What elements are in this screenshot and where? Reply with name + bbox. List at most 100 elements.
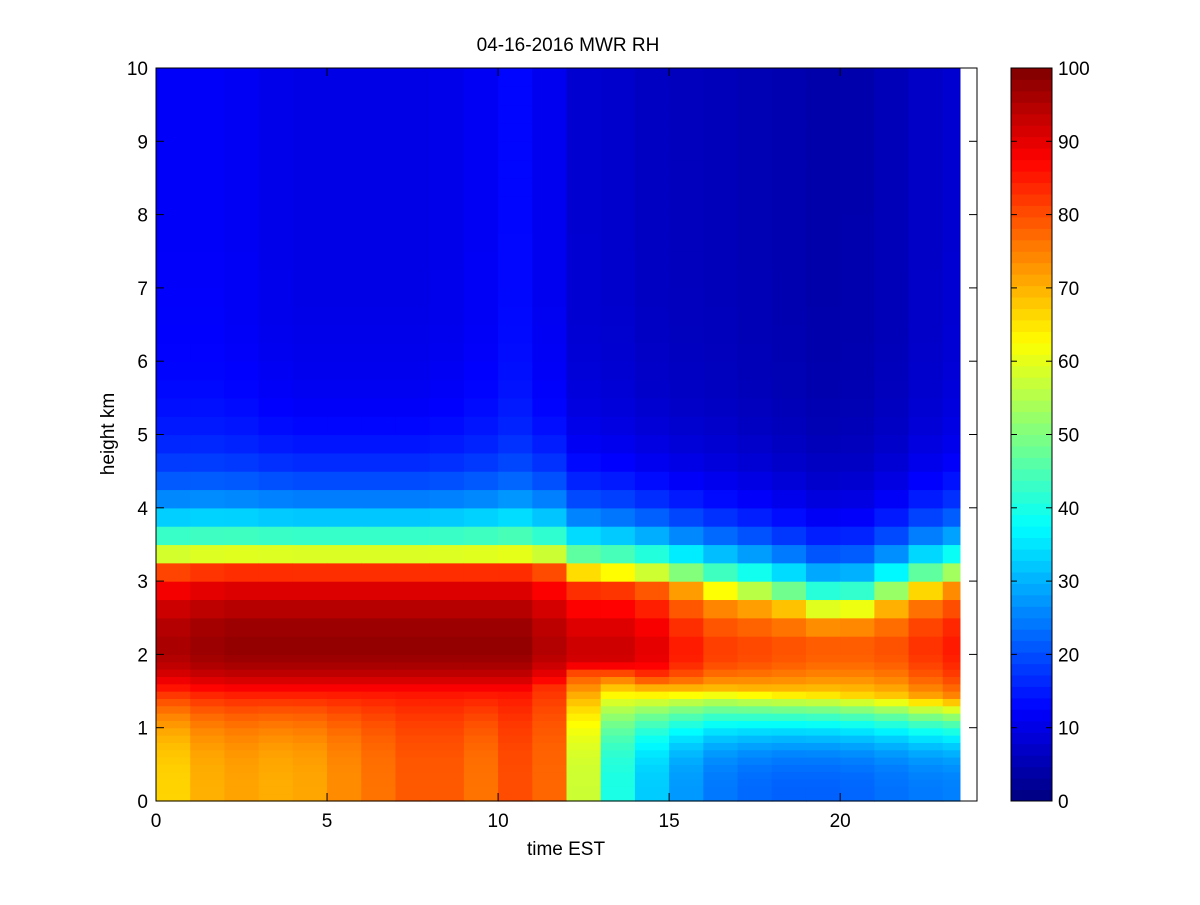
heatmap-cell <box>395 342 431 362</box>
heatmap-cell <box>463 720 499 729</box>
heatmap-cell <box>156 526 191 546</box>
heatmap-cell <box>874 764 910 773</box>
heatmap-cell <box>532 617 568 637</box>
heatmap-cell <box>224 691 260 699</box>
heatmap-cell <box>224 617 260 637</box>
heatmap-cell <box>292 489 328 509</box>
heatmap-cell <box>805 104 841 124</box>
heatmap-cell <box>429 676 465 685</box>
heatmap-cell <box>258 698 294 707</box>
heatmap-cell <box>908 306 944 326</box>
heatmap-cell <box>224 727 260 736</box>
heatmap-cell <box>908 214 944 234</box>
heatmap-cell <box>805 713 841 721</box>
heatmap-cell <box>634 636 670 655</box>
heatmap-cell <box>874 654 910 663</box>
heatmap-cell <box>190 214 226 234</box>
heatmap-cell <box>498 757 533 765</box>
heatmap-cell <box>258 683 294 692</box>
heatmap-cell <box>395 617 431 637</box>
heatmap-cell <box>634 104 670 124</box>
heatmap-cell <box>703 232 739 252</box>
colorbar-tick-label: 0 <box>1058 792 1069 813</box>
heatmap-cell <box>840 742 875 751</box>
heatmap-cell <box>463 141 499 161</box>
heatmap-cell <box>703 786 739 795</box>
colorbar-swatch <box>1011 159 1052 172</box>
heatmap-cell <box>292 397 328 417</box>
heatmap-cell <box>942 489 961 509</box>
heatmap-cell <box>805 749 841 758</box>
heatmap-cell <box>463 786 499 795</box>
heatmap-cell <box>703 771 739 780</box>
heatmap-cell <box>805 793 841 802</box>
heatmap-cells <box>156 68 961 802</box>
y-axis-label: height km <box>98 393 119 475</box>
heatmap-cell <box>395 159 431 179</box>
heatmap-cell <box>703 544 739 564</box>
heatmap-cell <box>600 452 636 472</box>
heatmap-cell <box>600 306 636 326</box>
heatmap-cell <box>874 617 910 637</box>
heatmap-cell <box>600 793 636 802</box>
heatmap-cell <box>190 771 226 780</box>
heatmap-cell <box>771 771 807 780</box>
heatmap-cell <box>805 397 841 417</box>
heatmap-cell <box>292 720 328 729</box>
heatmap-cell <box>942 342 961 362</box>
heatmap-cell <box>566 397 602 417</box>
heatmap-cell <box>840 581 875 601</box>
heatmap-cell <box>703 661 739 670</box>
heatmap-cell <box>395 251 431 271</box>
heatmap-cell <box>703 727 739 736</box>
heatmap-cell <box>292 683 328 692</box>
heatmap-cell <box>634 771 670 780</box>
heatmap-cell <box>771 683 807 692</box>
heatmap-cell <box>498 720 533 729</box>
colorbar-swatch <box>1011 90 1052 103</box>
heatmap-cell <box>703 599 739 619</box>
heatmap-cell <box>292 599 328 619</box>
heatmap-cell <box>634 342 670 362</box>
heatmap-cell <box>292 68 328 87</box>
heatmap-cell <box>737 544 773 564</box>
x-axis-label: time EST <box>527 839 606 860</box>
heatmap-cell <box>258 471 294 491</box>
heatmap-cell <box>634 749 670 758</box>
heatmap-cell <box>156 68 191 87</box>
heatmap-cell <box>840 214 875 234</box>
colorbar-swatch <box>1011 400 1052 413</box>
heatmap-cell <box>669 720 704 729</box>
heatmap-cell <box>737 324 773 344</box>
heatmap-cell <box>703 269 739 289</box>
heatmap-cell <box>156 232 191 252</box>
heatmap-cell <box>634 397 670 417</box>
heatmap-cell <box>463 764 499 773</box>
heatmap-cell <box>600 416 636 436</box>
heatmap-cell <box>634 786 670 795</box>
heatmap-cell <box>942 713 961 721</box>
heatmap-cell <box>942 757 961 765</box>
heatmap-cell <box>429 654 465 663</box>
heatmap-cell <box>258 324 294 344</box>
heatmap-cell <box>703 324 739 344</box>
heatmap-cell <box>600 720 636 729</box>
heatmap-cell <box>669 159 704 179</box>
heatmap-cell <box>258 361 294 381</box>
heatmap-cell <box>361 749 397 758</box>
heatmap-cell <box>874 122 910 142</box>
heatmap-cell <box>737 691 773 699</box>
heatmap-cell <box>737 786 773 795</box>
heatmap-cell <box>190 713 226 721</box>
heatmap-cell <box>566 214 602 234</box>
heatmap-cell <box>532 397 568 417</box>
heatmap-cell <box>669 669 704 677</box>
heatmap-cell <box>190 86 226 106</box>
heatmap-cell <box>361 764 397 773</box>
heatmap-cell <box>498 764 533 773</box>
heatmap-cell <box>498 287 533 307</box>
heatmap-cell <box>190 676 226 685</box>
heatmap-cell <box>771 617 807 637</box>
heatmap-cell <box>771 581 807 601</box>
heatmap-cell <box>395 489 431 509</box>
